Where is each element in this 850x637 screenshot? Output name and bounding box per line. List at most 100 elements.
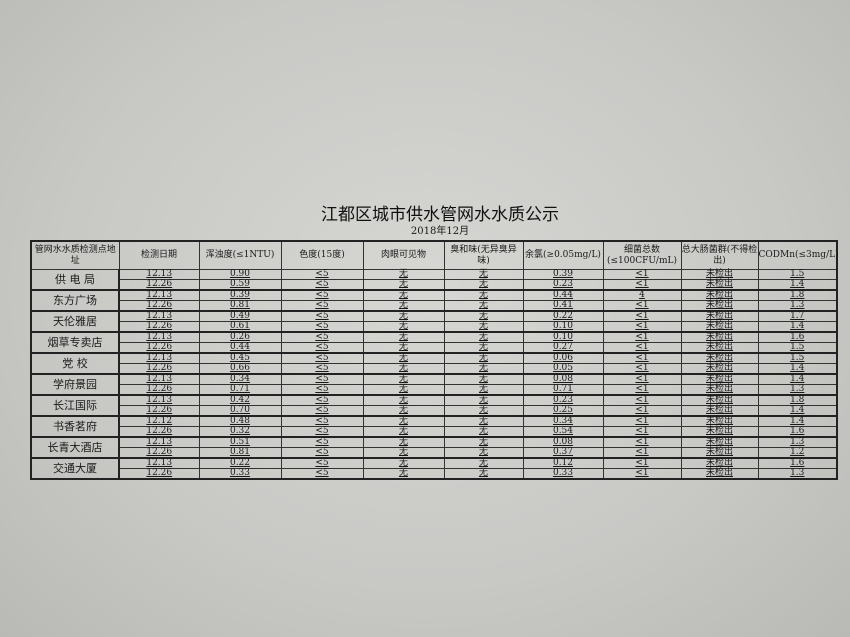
table-cell: 无 (443, 384, 524, 396)
table-cell: <1 (602, 321, 682, 333)
table-cell: 0.23 (522, 279, 604, 291)
table-row: 12.26 0.61 <5 无无 0.10 <1 未检出 1.4 (31, 321, 838, 333)
table-cell: <1 (602, 384, 682, 396)
table-cell: 未检出 (680, 352, 759, 364)
table-cell: 无 (443, 394, 524, 406)
column-header: 细菌总数(≤100CFU/mL) (602, 240, 682, 270)
table-cell: 无 (362, 468, 445, 480)
table-cell: 无 (443, 457, 524, 469)
table-row: 12.26 0.44 <5 无无 0.27 <1 未检出 1.5 (31, 342, 838, 354)
table-cell: 1.4 (757, 279, 838, 291)
table-header: 管网水水质检测点地址 检测日期 浑浊度(≤1NTU) 色度(15度) 肉眼可见物 臭和味(… (30, 240, 839, 270)
table-cell: 0.37 (522, 447, 604, 459)
table-row: 长江国际 12.13 0.42 <5 无无 0.23 <1 未检出 1.8 (30, 394, 838, 417)
table-cell: 未检出 (680, 363, 759, 375)
table-cell: 1.8 (757, 394, 838, 406)
table-cell: 12.13 (118, 289, 200, 301)
table-cell: 0.71 (522, 384, 604, 396)
table-cell: 12.26 (118, 405, 200, 417)
table-cell: <1 (602, 457, 682, 469)
table-cell: 12.26 (118, 447, 200, 459)
site-name: 东方广场 (30, 289, 120, 312)
table-cell: <1 (602, 436, 682, 448)
table-row: 长青大酒店 12.13 0.51 <5 无无 0.08 <1 未检出 1.3 (30, 436, 838, 459)
table-cell: 未检出 (680, 342, 759, 354)
site-name: 天伦雅居 (30, 310, 120, 333)
table-cell: <1 (602, 447, 682, 459)
table-cell: 未检出 (680, 279, 759, 291)
table-cell: 0.10 (522, 321, 604, 333)
table-cell: 无 (362, 279, 445, 291)
table-row: 烟草专卖店 12.13 0.26 <5 无无 0.10 <1 未检出 1.6 (30, 331, 838, 354)
table-cell: 1.3 (757, 384, 838, 396)
table-cell: <5 (280, 394, 364, 406)
table-cell: 未检出 (680, 269, 759, 280)
site-name: 长江国际 (30, 394, 120, 417)
table-cell: 无 (362, 384, 445, 396)
column-header: CODMn(≤3mg/L) (757, 240, 839, 270)
table-cell: 未检出 (680, 468, 759, 480)
table-cell: 0.27 (522, 342, 604, 354)
table-row: 12.26 0.66 <5 无无 0.05 <1 未检出 1.4 (31, 363, 838, 375)
table-cell: 1.4 (757, 373, 838, 385)
table-cell: 0.51 (198, 436, 282, 448)
table-cell: 无 (443, 405, 524, 417)
table-cell: <1 (602, 342, 682, 354)
table-cell: 1.4 (757, 321, 838, 333)
table-cell: 0.41 (522, 300, 604, 312)
table-cell: 1.4 (757, 363, 838, 375)
table-row: 供 电 局 12.13 0.90 <5 无无 0.39 <1 未检出 1.5 (30, 269, 838, 291)
table-cell: <1 (602, 415, 682, 427)
table-cell: 1.8 (757, 289, 838, 301)
table-cell: <5 (280, 269, 364, 280)
table-row: 12.26 0.71 <5 无无 0.71 <1 未检出 1.3 (31, 384, 838, 396)
table-cell: 无 (362, 321, 445, 333)
table-cell: 1.3 (757, 300, 838, 312)
table-cell: <1 (602, 310, 682, 322)
table-cell: 12.12 (118, 415, 200, 427)
table-cell: 0.34 (198, 373, 282, 385)
table-cell: 0.44 (522, 289, 604, 301)
table-row: 书香茗府 12.12 0.48 <5 无无 0.34 <1 未检出 1.4 (30, 415, 838, 438)
table-cell: <5 (280, 436, 364, 448)
table-cell: 未检出 (680, 331, 759, 343)
table-cell: <1 (602, 426, 682, 438)
table-cell: <5 (280, 363, 364, 375)
table-cell: 0.45 (198, 352, 282, 364)
table-cell: <5 (280, 468, 364, 480)
table-cell: 0.12 (522, 457, 604, 469)
table-cell: 无 (443, 321, 524, 333)
table-row: 12.26 0.70 <5 无无 0.25 <1 未检出 1.4 (31, 405, 838, 417)
column-header: 检测日期 (118, 240, 200, 270)
table-cell: <1 (602, 300, 682, 312)
table-cell: 无 (362, 310, 445, 322)
table-cell: <1 (602, 363, 682, 375)
table-cell: <1 (602, 331, 682, 343)
table-cell: 12.13 (118, 436, 200, 448)
table-cell: 未检出 (680, 436, 759, 448)
table-cell: 无 (362, 405, 445, 417)
table-cell: <5 (280, 457, 364, 469)
table-cell: 无 (443, 300, 524, 312)
table-cell: 12.13 (118, 373, 200, 385)
table-cell: 无 (362, 457, 445, 469)
table-cell: 12.26 (118, 468, 200, 480)
table-cell: 1.2 (757, 447, 838, 459)
table-cell: 12.26 (118, 321, 200, 333)
table-cell: <5 (280, 331, 364, 343)
site-name: 交通大厦 (30, 457, 120, 480)
table-cell: <5 (280, 342, 364, 354)
table-cell: 12.26 (118, 279, 200, 291)
table-row: 东方广场 12.13 0.39 <5 无无 0.44 4 未检出 1.8 (30, 289, 838, 312)
table-cell: <1 (602, 279, 682, 291)
water-quality-table: 管网水水质检测点地址 检测日期 浑浊度(≤1NTU) 色度(15度) 肉眼可见物 臭和味(… (30, 240, 839, 480)
table-cell: 12.26 (118, 363, 200, 375)
table-cell: 无 (362, 426, 445, 438)
table-cell: 0.71 (198, 384, 282, 396)
document-title: 江都区城市供水管网水水质公示 (321, 205, 559, 225)
site-name: 烟草专卖店 (30, 331, 120, 354)
table-cell: <5 (280, 321, 364, 333)
table-cell: 无 (443, 352, 524, 364)
table-cell: 4 (602, 289, 682, 301)
table-cell: 0.81 (198, 300, 282, 312)
